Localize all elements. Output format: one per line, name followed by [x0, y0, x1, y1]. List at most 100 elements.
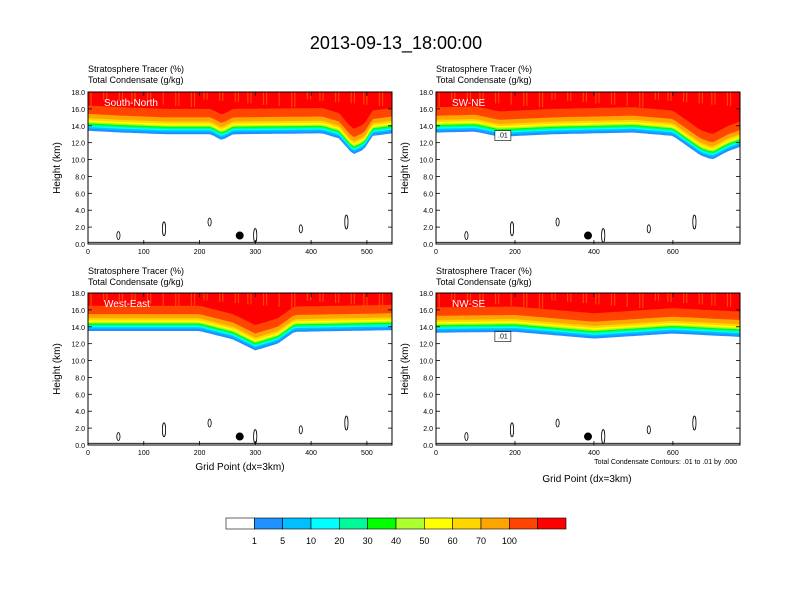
panel-1-ytick-label: 16.0	[71, 107, 85, 114]
panel-4-tracer-field	[436, 293, 740, 339]
figure-title: 2013-09-13_18:00:00	[310, 33, 482, 54]
colorbar-swatch	[339, 517, 368, 530]
panel-4-header-line2: Total Condensate (g/kg)	[436, 277, 532, 287]
panel-1-ytick-label: 12.0	[71, 141, 85, 148]
panel-3-contour	[161, 422, 166, 438]
colorbar-swatch	[225, 517, 255, 530]
colorbar-label: 1	[252, 536, 257, 546]
panel-2-xtick-label: 0	[434, 249, 438, 256]
colorbar: 1 5 10 20 30 40 50 60 70 100	[225, 517, 567, 546]
panel-1-tracer-field	[88, 92, 392, 154]
panel-4-contour	[464, 432, 469, 441]
colorbar-label: 40	[391, 536, 401, 546]
panel-2-ytick-label: 14.0	[419, 124, 433, 131]
panel-4-contour	[509, 422, 514, 438]
panel-3-header-line2: Total Condensate (g/kg)	[88, 277, 184, 287]
panel-2-ytick-label: 12.0	[419, 141, 433, 148]
panel-4-header-line1: Stratosphere Tracer (%)	[436, 266, 532, 276]
panel-4-ytick-label: 0.0	[423, 443, 433, 450]
panel-2-ytick-label: 8.0	[423, 174, 433, 181]
panel-2-ytick-label: 10.0	[419, 158, 433, 165]
panel-1-ytick-label: 0.0	[75, 242, 85, 249]
panel-1-xtick-label: 0	[86, 249, 90, 256]
panel-1-xtick-label: 500	[361, 249, 373, 256]
colorbar-label: 50	[419, 536, 429, 546]
panel-3-xtick-label: 400	[305, 450, 317, 457]
panel-1-ytick-label: 2.0	[75, 225, 85, 232]
panel-3-band-11	[88, 293, 392, 325]
panel-4-xtick-label: 400	[588, 450, 600, 457]
panel-2-contour	[509, 221, 514, 237]
panel-3-contour	[116, 432, 121, 441]
panel-3-location-marker	[235, 432, 244, 441]
colorbar-swatch	[395, 517, 425, 530]
panel-3-contour	[207, 418, 212, 428]
panel-1-ylabel: Height (km)	[52, 142, 63, 194]
colorbar-label: 10	[306, 536, 316, 546]
panel-3-ytick-label: 6.0	[75, 392, 85, 399]
panel-2-frame	[435, 91, 741, 245]
panel-3-xlabel: Grid Point (dx=3km)	[195, 462, 284, 473]
panel-4-xlabel: Grid Point (dx=3km)	[542, 474, 631, 485]
panel-2-xtick-label: 600	[667, 249, 679, 256]
panel-3-ytick-label: 18.0	[71, 291, 85, 298]
panel-4-ytick-label: 2.0	[423, 426, 433, 433]
panel-4-contour	[692, 415, 697, 431]
panel-2-contour	[692, 214, 697, 230]
panel-2-ytick-label: 4.0	[423, 208, 433, 215]
panel-3-ytick-label: 0.0	[75, 443, 85, 450]
panel-1-contour	[161, 221, 166, 237]
colorbar-swatch	[282, 517, 312, 530]
panel-4-contour	[646, 425, 651, 435]
panel-1-header-line2: Total Condensate (g/kg)	[88, 75, 184, 85]
panel-4-ylabel: Height (km)	[400, 343, 411, 395]
panel-4-contour-label: .01	[498, 334, 508, 341]
panel-2-contour-label: .01	[498, 133, 508, 140]
panel-2-xtick-label: 200	[509, 249, 521, 256]
panel-4-ytick-label: 8.0	[423, 375, 433, 382]
panel-4-ytick-label: 18.0	[419, 291, 433, 298]
colorbar-label: 20	[334, 536, 344, 546]
panel-4-name: NW-SE	[452, 299, 485, 310]
panel-3-name: West-East	[104, 299, 150, 310]
panel-1-ytick-label: 10.0	[71, 158, 85, 165]
panel-1-xtick-label: 400	[305, 249, 317, 256]
panel-2-header-line2: Total Condensate (g/kg)	[436, 75, 532, 85]
panel-2-ytick-label: 2.0	[423, 225, 433, 232]
panel-4-xtick-label: 200	[509, 450, 521, 457]
panel-4-xtick-label: 600	[667, 450, 679, 457]
colorbar-label: 60	[448, 536, 458, 546]
contour-note: Total Condensate Contours: .01 to .01 by…	[594, 459, 737, 466]
panel-1-band-11	[88, 92, 392, 129]
colorbar-swatch	[254, 517, 283, 530]
panel-3-ytick-label: 2.0	[75, 426, 85, 433]
panel-2-band-11	[436, 92, 740, 134]
panel-4-location-marker	[584, 432, 592, 441]
panel-3-ytick-label: 16.0	[71, 308, 85, 315]
panel-4-ytick-label: 12.0	[419, 342, 433, 349]
panel-3-ytick-label: 8.0	[75, 375, 85, 382]
panel-4-band-11	[436, 293, 740, 314]
panel-1-condensate-contours	[116, 214, 349, 243]
panel-3-xtick-label: 500	[361, 450, 373, 457]
panel-4-frame	[435, 292, 741, 446]
panel-3-xtick-label: 100	[138, 450, 150, 457]
panel-3-contour	[344, 415, 349, 431]
panel-2-contour	[464, 231, 469, 240]
colorbar-swatch	[509, 517, 538, 530]
colorbar-swatch	[424, 517, 453, 530]
panel-2-location-marker	[584, 231, 592, 240]
panel-3-plot: West-East 0.0 2.0 4.0 6.0 8.0 10.0 12.0 14.0 16.0…	[71, 291, 393, 457]
panel-2-name: SW-NE	[452, 98, 485, 109]
panel-4-ytick-label: 6.0	[423, 392, 433, 399]
panel-2-xtick-label: 400	[588, 249, 600, 256]
colorbar-label: 5	[280, 536, 285, 546]
panel-2-ytick-label: 16.0	[419, 107, 433, 114]
panel-4-ytick-label: 14.0	[419, 325, 433, 332]
panel-3-ylabel: Height (km)	[52, 343, 63, 395]
panel-3-header-line1: Stratosphere Tracer (%)	[88, 266, 184, 276]
panel-2-header-line1: Stratosphere Tracer (%)	[436, 64, 532, 74]
panel-1-frame	[87, 91, 393, 245]
